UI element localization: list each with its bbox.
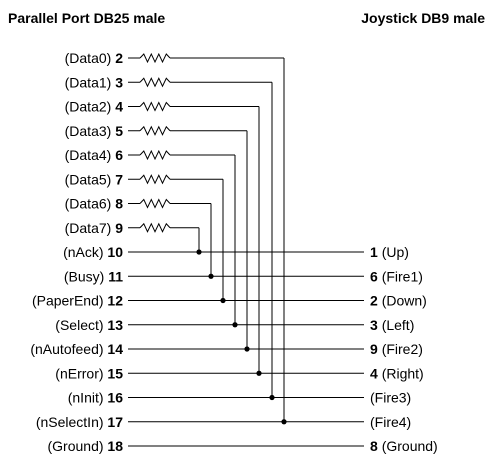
right-pin-name: (Fire3) bbox=[370, 390, 411, 406]
left-pin-number: 10 bbox=[107, 244, 123, 260]
left-pin-number: 5 bbox=[115, 123, 123, 139]
left-pin-number: 18 bbox=[107, 438, 123, 454]
left-pin-name: (Select) bbox=[55, 317, 107, 333]
left-pin-label: (Data0) 2 bbox=[65, 50, 124, 66]
left-pin-name: (Data4) bbox=[65, 147, 116, 163]
left-pin-number: 17 bbox=[107, 414, 123, 430]
resistor-icon bbox=[139, 125, 171, 136]
left-pin-number: 4 bbox=[115, 99, 123, 115]
left-pin-number: 6 bbox=[115, 147, 123, 163]
right-pin-name: (Fire1) bbox=[382, 268, 423, 284]
left-pin-name: (Ground) bbox=[48, 438, 108, 454]
left-pin-name: (Data1) bbox=[65, 74, 116, 90]
left-pin-name: (nError) bbox=[55, 365, 107, 381]
right-pin-label: 4 (Right) bbox=[370, 365, 424, 381]
left-pin-number: 12 bbox=[107, 293, 123, 309]
right-pin-number: 2 bbox=[370, 293, 382, 309]
right-pin-label: 2 (Down) bbox=[370, 293, 427, 309]
left-pin-number: 15 bbox=[107, 365, 123, 381]
right-pin-label: 3 (Left) bbox=[370, 317, 414, 333]
title-joystick: Joystick DB9 male bbox=[361, 10, 485, 26]
left-pin-label: (Data1) 3 bbox=[65, 74, 124, 90]
right-pin-label: 6 (Fire1) bbox=[370, 268, 423, 284]
left-pin-label: (nAutofeed) 14 bbox=[30, 341, 123, 357]
left-pin-name: (Data3) bbox=[65, 123, 116, 139]
left-pin-name: (nInit) bbox=[68, 390, 108, 406]
left-pin-number: 8 bbox=[115, 196, 123, 212]
left-pin-label: (PaperEnd) 12 bbox=[32, 293, 123, 309]
left-pin-name: (Data6) bbox=[65, 196, 116, 212]
left-pin-label: (nSelectIn) 17 bbox=[36, 414, 123, 430]
resistor-icon bbox=[139, 222, 171, 233]
right-pin-number: 4 bbox=[370, 365, 382, 381]
left-pin-number: 16 bbox=[107, 390, 123, 406]
right-pin-name: (Down) bbox=[382, 293, 427, 309]
left-pin-label: (Data4) 6 bbox=[65, 147, 124, 163]
left-pin-name: (nAck) bbox=[63, 244, 107, 260]
left-pin-name: (Data0) bbox=[65, 50, 116, 66]
left-pin-label: (Ground) 18 bbox=[48, 438, 124, 454]
left-pin-name: (nAutofeed) bbox=[30, 341, 107, 357]
left-pin-label: (Data2) 4 bbox=[65, 99, 124, 115]
left-pin-label: (Data7) 9 bbox=[65, 220, 124, 236]
right-pin-number: 8 bbox=[370, 438, 382, 454]
right-pin-label: 1 (Up) bbox=[370, 244, 409, 260]
right-pin-name: (Ground) bbox=[382, 438, 438, 454]
resistor-icon bbox=[139, 52, 171, 64]
left-pin-label: (Data5) 7 bbox=[65, 171, 124, 187]
resistor-icon bbox=[139, 149, 171, 161]
left-pin-name: (nSelectIn) bbox=[36, 414, 108, 430]
left-pin-label: (Select) 13 bbox=[55, 317, 123, 333]
left-pin-number: 14 bbox=[107, 341, 123, 357]
left-pin-label: (Data3) 5 bbox=[65, 123, 124, 139]
resistor-icon bbox=[139, 101, 171, 112]
right-pin-name: (Right) bbox=[382, 365, 424, 381]
right-pin-label: 9 (Fire2) bbox=[370, 341, 423, 357]
right-pin-number: 6 bbox=[370, 268, 382, 284]
left-pin-name: (Data5) bbox=[65, 171, 116, 187]
right-pin-label: (Fire3) bbox=[370, 390, 411, 406]
left-pin-label: (Busy) 11 bbox=[64, 268, 123, 284]
left-pin-number: 2 bbox=[115, 50, 123, 66]
right-pin-number: 3 bbox=[370, 317, 382, 333]
left-pin-number: 11 bbox=[108, 268, 123, 284]
resistor-icon bbox=[139, 198, 171, 209]
left-pin-name: (Busy) bbox=[64, 268, 108, 284]
left-pin-label: (nAck) 10 bbox=[63, 244, 123, 260]
left-pin-label: (nInit) 16 bbox=[68, 390, 123, 406]
resistor-icon bbox=[139, 174, 171, 185]
left-pin-name: (Data7) bbox=[65, 220, 116, 236]
left-pin-label: (Data6) 8 bbox=[65, 196, 124, 212]
right-pin-label: 8 (Ground) bbox=[370, 438, 438, 454]
right-pin-name: (Fire4) bbox=[370, 414, 411, 430]
left-pin-number: 3 bbox=[115, 74, 123, 90]
left-pin-name: (Data2) bbox=[65, 99, 116, 115]
left-pin-number: 9 bbox=[115, 220, 123, 236]
right-pin-name: (Up) bbox=[382, 244, 409, 260]
right-pin-label: (Fire4) bbox=[370, 414, 411, 430]
left-pin-number: 13 bbox=[107, 317, 123, 333]
right-pin-name: (Left) bbox=[382, 317, 415, 333]
left-pin-name: (PaperEnd) bbox=[32, 293, 107, 309]
left-pin-number: 7 bbox=[115, 171, 123, 187]
title-parallel-port: Parallel Port DB25 male bbox=[8, 10, 166, 26]
right-pin-number: 1 bbox=[370, 244, 382, 260]
left-pin-label: (nError) 15 bbox=[55, 365, 123, 381]
right-pin-name: (Fire2) bbox=[382, 341, 423, 357]
right-pin-number: 9 bbox=[370, 341, 382, 357]
resistor-icon bbox=[139, 77, 171, 88]
